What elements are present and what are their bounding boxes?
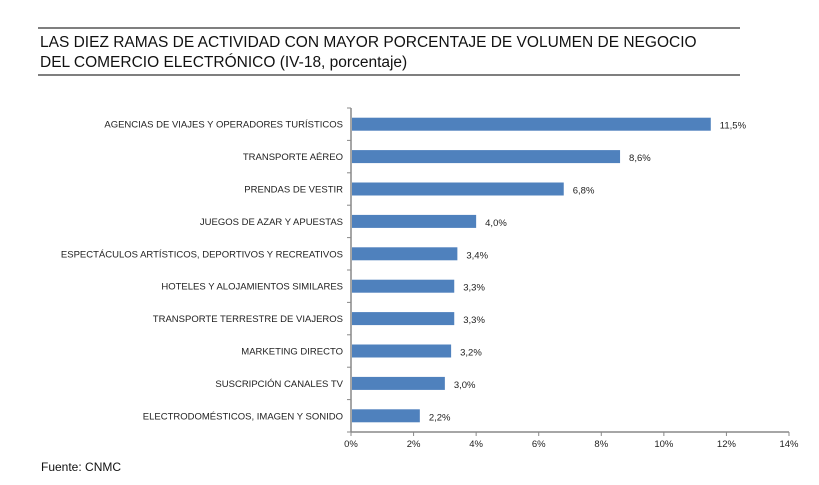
data-label: 3,3% [463, 315, 485, 326]
x-tick-label: 8% [594, 439, 608, 450]
x-tick-label: 0% [344, 439, 358, 450]
bar [352, 214, 477, 228]
data-label: 8,6% [629, 153, 651, 164]
x-tick-label: 12% [717, 439, 737, 450]
data-label: 3,4% [466, 250, 488, 261]
data-label: 6,8% [573, 186, 595, 197]
category-label: HOTELES Y ALOJAMIENTOS SIMILARES [161, 282, 343, 293]
data-label: 2,2% [429, 412, 451, 423]
x-tick-label: 14% [779, 439, 799, 450]
category-label: JUEGOS DE AZAR Y APUESTAS [200, 217, 343, 228]
data-label: 4,0% [485, 218, 507, 229]
bar [352, 117, 711, 131]
bar [352, 312, 455, 326]
x-tick-label: 2% [407, 439, 421, 450]
source-note: Fuente: CNMC [41, 460, 122, 474]
data-label: 3,2% [460, 348, 482, 359]
bar [352, 376, 445, 390]
top-rule [38, 27, 740, 29]
category-label: SUSCRIPCIÓN CANALES TV [215, 379, 343, 390]
chart-title: LAS DIEZ RAMAS DE ACTIVIDAD CON MAYOR PO… [40, 33, 697, 73]
x-tick-label: 10% [654, 439, 674, 450]
category-label: ELECTRODOMÉSTICOS, IMAGEN Y SONIDO [143, 411, 343, 422]
category-label: TRANSPORTE TERRESTRE DE VIAJEROS [153, 314, 343, 325]
category-label: MARKETING DIRECTO [241, 347, 343, 358]
data-label: 3,0% [454, 380, 476, 391]
bar [352, 409, 420, 423]
x-tick-label: 6% [532, 439, 546, 450]
category-label: ESPECTÁCULOS ARTÍSTICOS, DEPORTIVOS Y RE… [61, 249, 343, 260]
title-line-1: LAS DIEZ RAMAS DE ACTIVIDAD CON MAYOR PO… [40, 34, 697, 51]
bar [352, 344, 452, 358]
title-line-2: DEL COMERCIO ELECTRÓNICO (IV-18, porcent… [40, 54, 408, 71]
x-tick-label: 4% [469, 439, 483, 450]
bar [352, 182, 564, 196]
category-label: PRENDAS DE VESTIR [244, 185, 343, 196]
bar [352, 247, 458, 261]
bar [352, 279, 455, 293]
title-rule [38, 74, 740, 76]
category-label: TRANSPORTE AÉREO [243, 152, 343, 163]
category-label: AGENCIAS DE VIAJES Y OPERADORES TURÍSTIC… [104, 120, 343, 131]
bar [352, 150, 621, 164]
data-label: 11,5% [720, 121, 747, 132]
data-label: 3,3% [463, 283, 485, 294]
